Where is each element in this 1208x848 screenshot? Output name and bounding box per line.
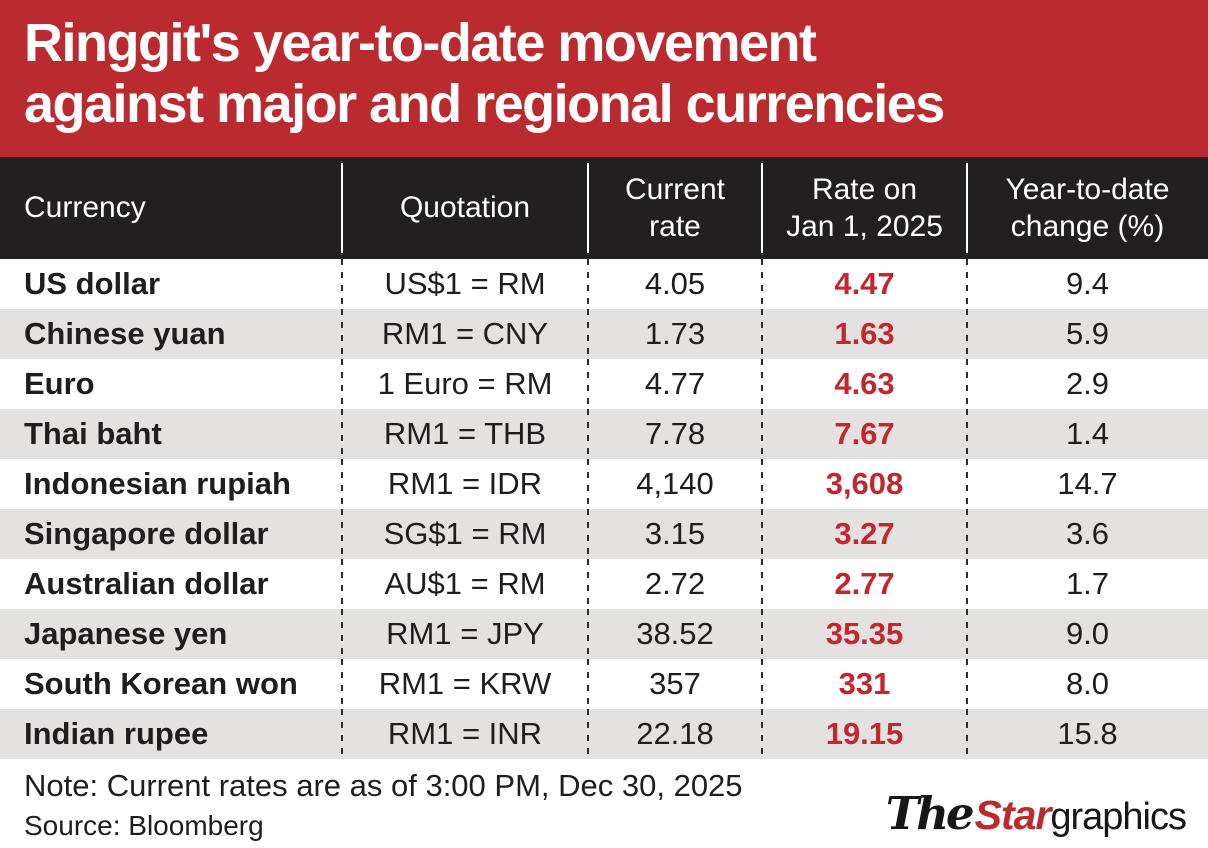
page-title-line1: Ringgit's year-to-date movement xyxy=(24,13,817,73)
table-row: Indonesian rupiah RM1 = IDR 4,140 3,608 14.7 xyxy=(0,459,1208,509)
currency-cell: Indian rupee xyxy=(24,716,209,751)
current-rate-cell: 7.78 xyxy=(587,409,762,459)
jan1-rate-cell: 4.63 xyxy=(761,359,967,409)
thestar-graphics-logo: TheStargraphics xyxy=(886,791,1187,838)
table-row: Thai baht RM1 = THB 7.78 7.67 1.4 xyxy=(0,409,1208,459)
quotation-cell: SG$1 = RM xyxy=(341,509,588,559)
ytd-change-cell: 1.4 xyxy=(966,409,1208,459)
jan1-rate-cell: 331 xyxy=(761,659,967,709)
header-ytd-change: Year-to-date change (%) xyxy=(966,157,1208,259)
jan1-rate-cell: 3.27 xyxy=(761,509,967,559)
quotation-cell: RM1 = JPY xyxy=(341,609,588,659)
table-row: South Korean won RM1 = KRW 357 331 8.0 xyxy=(0,659,1208,709)
ytd-change-cell: 1.7 xyxy=(966,559,1208,609)
jan1-rate-cell: 19.15 xyxy=(761,709,967,759)
quotation-cell: US$1 = RM xyxy=(341,259,588,309)
ytd-change-cell: 9.0 xyxy=(966,609,1208,659)
jan1-rate-cell: 7.67 xyxy=(761,409,967,459)
ytd-change-cell: 14.7 xyxy=(966,459,1208,509)
table-row: Indian rupee RM1 = INR 22.18 19.15 15.8 xyxy=(0,709,1208,759)
current-rate-cell: 3.15 xyxy=(587,509,762,559)
current-rate-cell: 4.77 xyxy=(587,359,762,409)
title-banner: Ringgit's year-to-date movement against … xyxy=(0,0,1208,157)
header-jan1-rate: Rate on Jan 1, 2025 xyxy=(761,157,967,259)
ytd-change-cell: 15.8 xyxy=(966,709,1208,759)
currency-table: Currency Quotation Current rate Rate on … xyxy=(0,157,1208,759)
quotation-cell: 1 Euro = RM xyxy=(341,359,588,409)
jan1-rate-cell: 4.47 xyxy=(761,259,967,309)
footer: Note: Current rates are as of 3:00 PM, D… xyxy=(0,759,1208,848)
jan1-rate-cell: 3,608 xyxy=(761,459,967,509)
currency-cell: Singapore dollar xyxy=(24,516,269,551)
currency-cell: Australian dollar xyxy=(24,566,269,601)
ytd-change-cell: 8.0 xyxy=(966,659,1208,709)
logo-star: Star xyxy=(974,792,1052,838)
ytd-change-cell: 2.9 xyxy=(966,359,1208,409)
current-rate-cell: 22.18 xyxy=(587,709,762,759)
ytd-change-cell: 3.6 xyxy=(966,509,1208,559)
currency-cell: Indonesian rupiah xyxy=(24,466,291,501)
table-row: Australian dollar AU$1 = RM 2.72 2.77 1.7 xyxy=(0,559,1208,609)
table-header-row: Currency Quotation Current rate Rate on … xyxy=(0,157,1208,259)
logo-the: The xyxy=(885,787,975,840)
table-row: US dollar US$1 = RM 4.05 4.47 9.4 xyxy=(0,259,1208,309)
current-rate-cell: 357 xyxy=(587,659,762,709)
quotation-cell: RM1 = INR xyxy=(341,709,588,759)
header-quotation: Quotation xyxy=(341,157,588,259)
currency-cell: Chinese yuan xyxy=(24,316,226,351)
jan1-rate-cell: 35.35 xyxy=(761,609,967,659)
page-title-line2: against major and regional currencies xyxy=(24,74,945,135)
table-body: US dollar US$1 = RM 4.05 4.47 9.4 Chinese yua… xyxy=(0,259,1208,759)
ytd-change-cell: 5.9 xyxy=(966,309,1208,359)
currency-cell: Thai baht xyxy=(24,416,162,451)
current-rate-cell: 4,140 xyxy=(587,459,762,509)
quotation-cell: RM1 = IDR xyxy=(341,459,588,509)
currency-cell: Euro xyxy=(24,366,95,401)
ytd-change-cell: 9.4 xyxy=(966,259,1208,309)
jan1-rate-cell: 1.63 xyxy=(761,309,967,359)
currency-cell: South Korean won xyxy=(24,666,298,701)
current-rate-cell: 4.05 xyxy=(587,259,762,309)
jan1-rate-cell: 2.77 xyxy=(761,559,967,609)
table-row: Singapore dollar SG$1 = RM 3.15 3.27 3.6 xyxy=(0,509,1208,559)
header-current-rate: Current rate xyxy=(587,157,762,259)
table-row: Chinese yuan RM1 = CNY 1.73 1.63 5.9 xyxy=(0,309,1208,359)
current-rate-cell: 38.52 xyxy=(587,609,762,659)
table-row: Euro 1 Euro = RM 4.77 4.63 2.9 xyxy=(0,359,1208,409)
quotation-cell: RM1 = THB xyxy=(341,409,588,459)
current-rate-cell: 2.72 xyxy=(587,559,762,609)
table-row: Japanese yen RM1 = JPY 38.52 35.35 9.0 xyxy=(0,609,1208,659)
page-title: Ringgit's year-to-date movement against … xyxy=(24,13,1208,135)
quotation-cell: AU$1 = RM xyxy=(341,559,588,609)
logo-graphics: graphics xyxy=(1050,796,1187,838)
source-text: Source: Bloomberg xyxy=(24,810,264,841)
header-currency: Currency xyxy=(24,191,146,225)
quotation-cell: RM1 = CNY xyxy=(341,309,588,359)
current-rate-cell: 1.73 xyxy=(587,309,762,359)
currency-cell: US dollar xyxy=(24,266,161,301)
note-text: Note: Current rates are as of 3:00 PM, D… xyxy=(24,768,743,803)
quotation-cell: RM1 = KRW xyxy=(341,659,588,709)
currency-cell: Japanese yen xyxy=(24,616,228,651)
